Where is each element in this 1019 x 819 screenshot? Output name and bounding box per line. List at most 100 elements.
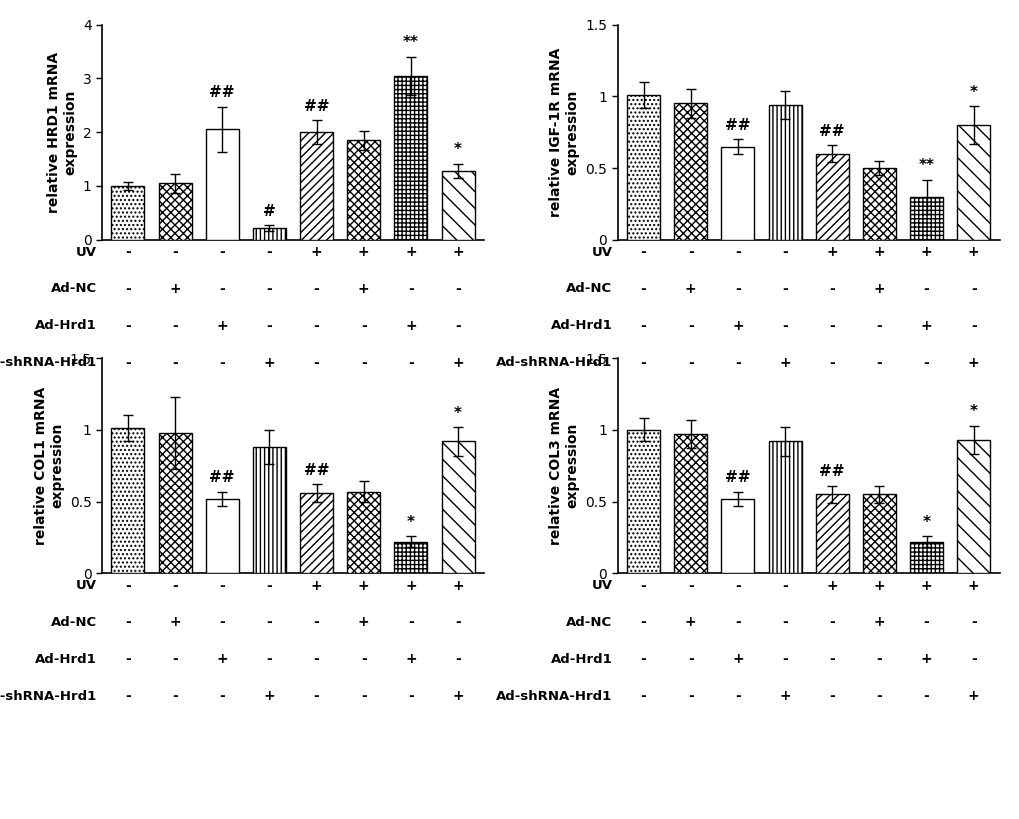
Text: -: -: [875, 355, 881, 369]
Text: -: -: [875, 652, 881, 667]
Text: +: +: [825, 578, 838, 593]
Text: -: -: [219, 355, 225, 369]
Text: +: +: [451, 578, 464, 593]
Text: +: +: [311, 578, 322, 593]
Text: -: -: [219, 578, 225, 593]
Text: -: -: [219, 689, 225, 704]
Text: -: -: [314, 615, 319, 630]
Text: -: -: [125, 652, 130, 667]
Text: -: -: [687, 689, 693, 704]
Bar: [441, 171, 474, 240]
Text: Ad-NC: Ad-NC: [51, 616, 97, 629]
Text: -: -: [640, 355, 646, 369]
Text: Ad-NC: Ad-NC: [566, 616, 612, 629]
Text: ##: ##: [304, 463, 329, 478]
Bar: [720, 499, 754, 573]
Text: -: -: [314, 652, 319, 667]
Text: +: +: [920, 578, 931, 593]
Text: +: +: [311, 245, 322, 259]
Text: -: -: [172, 319, 177, 333]
Text: -: -: [454, 652, 461, 667]
Bar: [394, 541, 427, 573]
Text: -: -: [735, 245, 740, 259]
Text: -: -: [970, 282, 975, 296]
Bar: [674, 434, 706, 573]
Bar: [158, 432, 192, 573]
Bar: [815, 495, 848, 573]
Y-axis label: relative COL3 mRNA
expression: relative COL3 mRNA expression: [549, 387, 579, 545]
Text: -: -: [172, 578, 177, 593]
Text: -: -: [687, 319, 693, 333]
Text: +: +: [263, 689, 275, 704]
Bar: [253, 447, 285, 573]
Text: +: +: [684, 282, 696, 296]
Text: -: -: [782, 652, 787, 667]
Text: -: -: [361, 319, 366, 333]
Text: -: -: [828, 282, 835, 296]
Text: -: -: [454, 282, 461, 296]
Bar: [206, 499, 238, 573]
Text: +: +: [684, 615, 696, 630]
Text: +: +: [779, 689, 790, 704]
Text: -: -: [782, 615, 787, 630]
Bar: [720, 147, 754, 240]
Text: -: -: [640, 689, 646, 704]
Bar: [909, 197, 943, 240]
Text: -: -: [923, 689, 928, 704]
Text: Ad-NC: Ad-NC: [51, 283, 97, 296]
Text: -: -: [782, 319, 787, 333]
Text: -: -: [266, 652, 272, 667]
Text: ##: ##: [209, 85, 234, 101]
Text: +: +: [216, 319, 228, 333]
Text: UV: UV: [75, 246, 97, 259]
Text: -: -: [408, 355, 414, 369]
Text: ##: ##: [725, 470, 750, 485]
Text: +: +: [263, 355, 275, 369]
Bar: [441, 441, 474, 573]
Text: -: -: [125, 689, 130, 704]
Text: -: -: [125, 282, 130, 296]
Text: +: +: [405, 652, 417, 667]
Bar: [627, 430, 659, 573]
Text: +: +: [358, 578, 369, 593]
Text: -: -: [219, 245, 225, 259]
Text: +: +: [732, 319, 743, 333]
Text: Ad-shRNA-Hrd1: Ad-shRNA-Hrd1: [0, 356, 97, 369]
Bar: [111, 428, 145, 573]
Text: -: -: [125, 319, 130, 333]
Text: **: **: [917, 158, 933, 173]
Text: -: -: [125, 245, 130, 259]
Bar: [862, 168, 895, 240]
Text: +: +: [169, 615, 180, 630]
Text: -: -: [828, 355, 835, 369]
Text: -: -: [314, 355, 319, 369]
Text: ##: ##: [818, 124, 844, 138]
Text: -: -: [970, 319, 975, 333]
Text: -: -: [408, 282, 414, 296]
Bar: [206, 129, 238, 240]
Text: +: +: [216, 652, 228, 667]
Text: +: +: [405, 245, 417, 259]
Text: +: +: [779, 355, 790, 369]
Text: -: -: [219, 615, 225, 630]
Text: -: -: [266, 578, 272, 593]
Text: +: +: [967, 245, 978, 259]
Text: +: +: [872, 615, 884, 630]
Text: -: -: [361, 652, 366, 667]
Text: **: **: [403, 35, 419, 51]
Y-axis label: relative IGF-1R mRNA
expression: relative IGF-1R mRNA expression: [549, 48, 579, 217]
Text: -: -: [828, 652, 835, 667]
Bar: [158, 183, 192, 240]
Bar: [862, 495, 895, 573]
Text: *: *: [969, 404, 976, 419]
Text: -: -: [828, 319, 835, 333]
Bar: [300, 132, 333, 240]
Text: *: *: [969, 85, 976, 100]
Text: +: +: [405, 578, 417, 593]
Text: *: *: [921, 514, 929, 530]
Bar: [253, 228, 285, 240]
Text: -: -: [314, 319, 319, 333]
Text: UV: UV: [591, 246, 612, 259]
Text: ##: ##: [209, 470, 234, 485]
Text: -: -: [782, 578, 787, 593]
